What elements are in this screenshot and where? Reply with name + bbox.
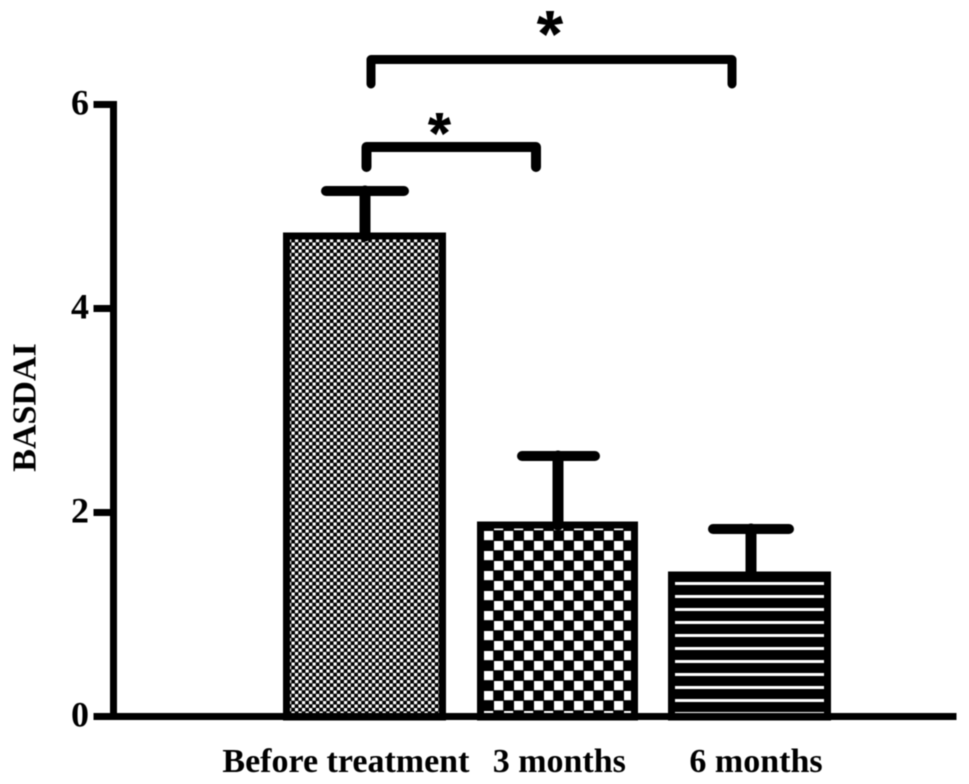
svg-text:3 months: 3 months (493, 743, 626, 780)
svg-text:0: 0 (71, 695, 89, 735)
svg-text:2: 2 (71, 491, 89, 531)
svg-text:4: 4 (71, 287, 89, 327)
svg-text:6 months: 6 months (689, 743, 822, 780)
svg-text:6: 6 (71, 83, 89, 123)
svg-text:Before treatment: Before treatment (222, 743, 470, 780)
svg-text:BASDAI: BASDAI (7, 343, 44, 471)
